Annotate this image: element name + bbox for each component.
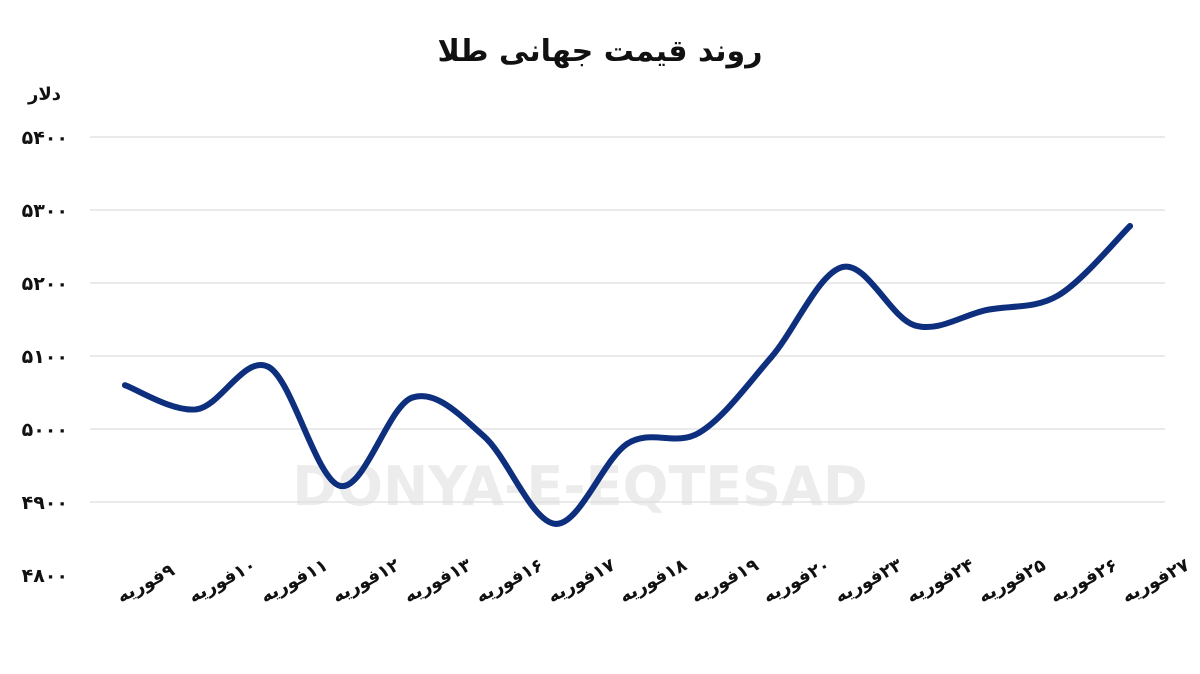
- x-tick-label: ۲۰فوریه: [760, 555, 834, 608]
- data-point: [337, 482, 344, 489]
- data-point: [1127, 223, 1133, 230]
- gold-price-line: [122, 223, 1133, 527]
- data-point: [983, 307, 990, 314]
- data-point: [193, 406, 200, 413]
- x-tick-label: ۱۲فوریه: [329, 555, 403, 608]
- y-axis-unit-label: دلار: [28, 84, 62, 105]
- data-point: [265, 363, 272, 370]
- data-point: [480, 433, 487, 440]
- x-tick-label: ۲۷فوریه: [1118, 555, 1192, 608]
- data-point: [122, 382, 128, 389]
- x-tick-label: ۱۷فوریه: [544, 555, 618, 608]
- x-tick-label: ۱۳فوریه: [401, 555, 475, 608]
- x-tick-label: ۹فوریه: [113, 560, 178, 608]
- x-tick-label: ۲۵فوریه: [975, 555, 1049, 608]
- y-tick-label: ۴۹۰۰: [22, 492, 68, 514]
- series-layer: [122, 223, 1133, 527]
- x-tick-label: ۲۳فوریه: [831, 555, 905, 608]
- data-point: [696, 429, 703, 436]
- data-point: [911, 322, 918, 329]
- x-tick-label: ۲۶فوریه: [1047, 555, 1121, 608]
- data-point: [839, 263, 846, 270]
- data-point: [624, 440, 631, 447]
- y-tick-label: ۵۳۰۰: [22, 200, 68, 222]
- x-tick-label: ۱۶فوریه: [472, 555, 546, 608]
- x-tick-label: ۲۴فوریه: [903, 555, 977, 608]
- data-point: [1055, 292, 1062, 299]
- grid-lines: [90, 136, 1165, 503]
- y-tick-label: ۵۴۰۰: [22, 127, 68, 149]
- data-point: [409, 394, 416, 401]
- y-tick-label: ۵۲۰۰: [22, 273, 68, 295]
- x-axis-ticks: ۹فوریه ۱۰فوریه۱۱فوریه۱۲فوریه۱۳فوریه۱۶فوری…: [113, 555, 1192, 608]
- x-tick-label: ۱۸فوریه: [616, 555, 690, 608]
- x-tick-label: ۱۱فوریه: [257, 555, 331, 608]
- y-tick-label: ۴۸۰۰: [22, 565, 68, 587]
- y-axis-ticks: ۴۸۰۰ ۴۹۰۰ ۵۰۰۰ ۵۱۰۰ ۵۲۰۰ ۵۳۰۰ ۵۴۰۰: [22, 127, 68, 587]
- x-tick-label: ۱۰فوریه: [185, 555, 259, 608]
- data-point: [768, 354, 775, 361]
- y-tick-label: ۵۱۰۰: [22, 346, 68, 368]
- data-point: [552, 520, 559, 527]
- chart-title: روند قیمت جهانی طلا: [437, 34, 763, 69]
- y-tick-label: ۵۰۰۰: [22, 419, 68, 441]
- x-tick-label: ۱۹فوریه: [688, 555, 762, 608]
